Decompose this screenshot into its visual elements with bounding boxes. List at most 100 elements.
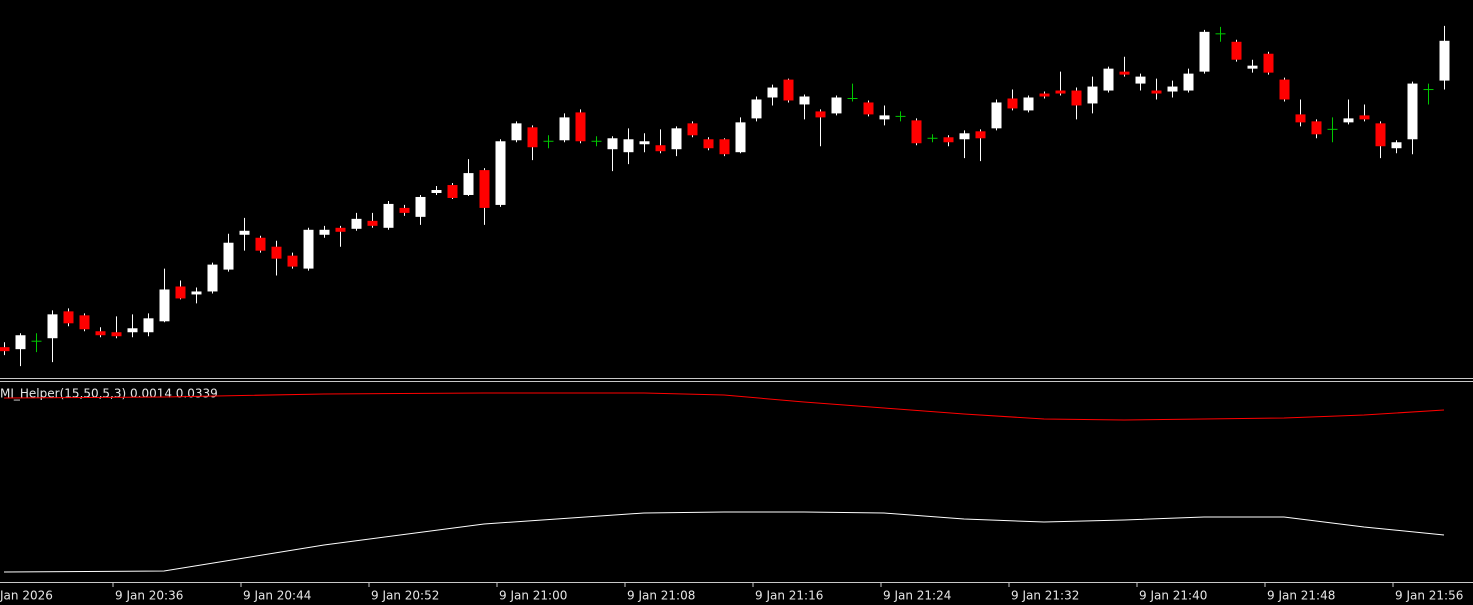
candle-body (47, 314, 58, 339)
candle-body (767, 87, 778, 98)
candle-body (1375, 123, 1386, 147)
candle-body (1183, 73, 1194, 91)
indicator-line (3, 392, 1445, 421)
candle-body (143, 318, 154, 333)
candle-body (287, 255, 298, 267)
candle-body (703, 139, 714, 149)
x-tick-label: 9 Jan 21:16 (755, 589, 823, 603)
candle-body (463, 173, 474, 195)
candle-body (1247, 65, 1258, 69)
candle-body (559, 117, 570, 141)
candle-body (687, 123, 698, 136)
x-tick-label: 9 Jan 20:52 (371, 589, 439, 603)
x-tick-label: 9 Jan 20:36 (115, 589, 183, 603)
candle-body (1023, 97, 1034, 111)
candle-body (319, 229, 330, 235)
candle-body (1391, 142, 1402, 149)
candle-body (991, 102, 1002, 129)
candle-body (799, 96, 810, 105)
candle-body (1407, 83, 1418, 140)
x-tick-label: 9 Jan 21:32 (1011, 589, 1079, 603)
candle-body (751, 99, 762, 119)
candle-body (1055, 90, 1066, 94)
candle-body (1119, 71, 1130, 75)
candle-body (671, 128, 682, 150)
candle-body (239, 230, 250, 235)
candle-body (655, 145, 666, 152)
candle-body (959, 133, 970, 140)
candle-body (719, 139, 730, 155)
x-tick-label: 9 Jan 21:00 (499, 589, 567, 603)
candle-body (527, 127, 538, 148)
candle-body (191, 291, 202, 295)
candle-body (1103, 68, 1114, 91)
candle-body (479, 170, 490, 208)
x-tick-label: 9 Jan 20:44 (243, 589, 311, 603)
indicator-line (3, 511, 1445, 573)
candle-body (63, 311, 74, 324)
candle-body (831, 97, 842, 114)
candle-body (511, 123, 522, 141)
candle-body (1071, 90, 1082, 106)
candle-body (1263, 53, 1274, 73)
candle-body (975, 131, 986, 139)
candle-body (1439, 40, 1450, 81)
candle-body (1343, 118, 1354, 123)
candle-body (399, 207, 410, 213)
candle-body (447, 185, 458, 198)
candle-body (255, 237, 266, 251)
candle-body (1295, 114, 1306, 123)
candle-body (415, 196, 426, 217)
candle-body (735, 122, 746, 153)
candle-body (271, 246, 282, 259)
x-tick-label: 9 Jan 21:24 (883, 589, 951, 603)
candle-body (351, 218, 362, 229)
candle-body (575, 112, 586, 142)
candle-body (1167, 86, 1178, 92)
candle-body (623, 139, 634, 153)
candle-body (1359, 115, 1370, 120)
x-tick-label: 9 Jan 21:08 (627, 589, 695, 603)
candle-body (911, 120, 922, 144)
candle-body (0, 347, 10, 352)
candle-body (207, 264, 218, 292)
indicator-label: MI_Helper(15,50,5,3) 0.0014 0.0339 (0, 387, 218, 401)
candle-body (1279, 79, 1290, 100)
candle-body (335, 227, 346, 232)
candle-body (1087, 86, 1098, 104)
candle-body (367, 220, 378, 226)
candle-body (1039, 93, 1050, 97)
candle-body (815, 111, 826, 118)
x-tick-label: 9 Jan 21:56 (1395, 589, 1463, 603)
candle-body (1199, 31, 1210, 72)
candle-body (159, 289, 170, 322)
candle-body (1135, 76, 1146, 84)
x-tick-label: Jan 2026 (0, 589, 53, 603)
candle-body (111, 332, 122, 337)
candle-body (15, 335, 26, 350)
candle-body (1007, 98, 1018, 109)
candle-body (383, 203, 394, 228)
candle-body (1151, 90, 1162, 94)
candle-body (127, 328, 138, 333)
candle-body (783, 79, 794, 101)
x-tick-label: 9 Jan 21:40 (1139, 589, 1207, 603)
candle-body (79, 315, 90, 330)
candle-body (639, 141, 650, 145)
candle-body (223, 242, 234, 270)
candle-body (607, 138, 618, 150)
candle-body (863, 102, 874, 115)
candle-body (175, 286, 186, 299)
candle-body (431, 190, 442, 193)
candle-body (95, 331, 106, 336)
candle-body (943, 137, 954, 143)
candle-body (303, 229, 314, 269)
x-tick-label: 9 Jan 21:48 (1267, 589, 1335, 603)
candle-body (1311, 121, 1322, 135)
candle-body (495, 141, 506, 205)
candle-body (1231, 41, 1242, 60)
candle-body (879, 115, 890, 120)
